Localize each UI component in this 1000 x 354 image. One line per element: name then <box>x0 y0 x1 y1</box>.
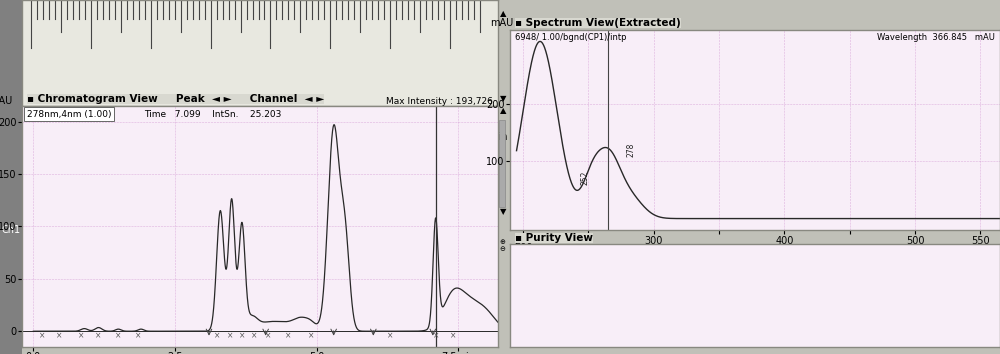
Text: mAU: mAU <box>0 96 12 106</box>
Text: ×: × <box>449 331 456 340</box>
Text: ×: × <box>78 331 85 340</box>
Text: ×: × <box>239 331 245 340</box>
Text: ×: × <box>387 331 394 340</box>
Text: ×: × <box>265 331 272 340</box>
Text: Time   7.099    IntSn.    25.203: Time 7.099 IntSn. 25.203 <box>144 110 281 119</box>
Text: ▲: ▲ <box>500 9 507 18</box>
Text: ×: × <box>39 331 45 340</box>
Text: min: min <box>489 132 508 143</box>
Text: ×: × <box>135 331 141 340</box>
Text: ×: × <box>95 331 102 340</box>
Text: 278nm,4nm (1.00): 278nm,4nm (1.00) <box>27 110 111 119</box>
Bar <box>499 120 505 207</box>
Text: ×: × <box>432 331 439 340</box>
Text: 252: 252 <box>581 171 590 185</box>
Text: ▪ Purity View: ▪ Purity View <box>515 233 593 243</box>
Text: ▪ Spectrum View(Extracted): ▪ Spectrum View(Extracted) <box>515 18 681 28</box>
Text: ×: × <box>214 331 221 340</box>
Text: ×: × <box>227 331 234 340</box>
Text: ▲: ▲ <box>500 106 507 115</box>
Text: ×: × <box>251 331 258 340</box>
Text: ▪ Chromatogram View     Peak  ◄ ►     Channel  ◄ ►: ▪ Chromatogram View Peak ◄ ► Channel ◄ ► <box>27 93 324 104</box>
Text: ×: × <box>308 331 314 340</box>
Text: ×: × <box>56 331 62 340</box>
Text: 278: 278 <box>626 142 635 157</box>
Text: ×: × <box>115 331 122 340</box>
Text: mAU: mAU <box>490 18 514 28</box>
Text: ◄ ►: ◄ ► <box>441 164 459 174</box>
Text: 6948/ 1.00/bgnd(CP1)/intp: 6948/ 1.00/bgnd(CP1)/intp <box>515 33 626 42</box>
Text: ⊕
⊖: ⊕ ⊖ <box>499 239 505 251</box>
Text: ▼: ▼ <box>500 207 507 216</box>
Text: Ch1: Ch1 <box>1 225 21 235</box>
Text: ×: × <box>285 331 292 340</box>
Text: ▼: ▼ <box>500 94 507 103</box>
Text: Wavelength  366.845   mAU: Wavelength 366.845 mAU <box>877 33 995 42</box>
Text: Max Intensity : 193,726: Max Intensity : 193,726 <box>386 97 493 106</box>
